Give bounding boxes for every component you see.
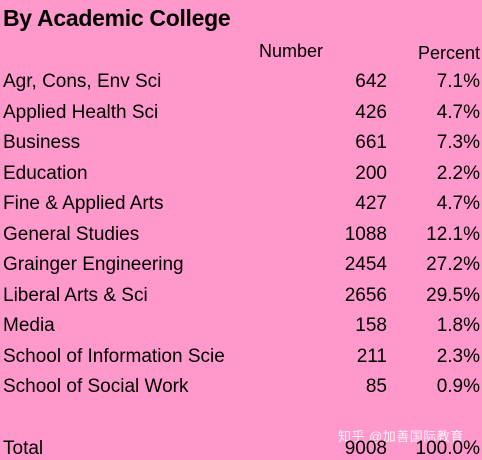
college-percent: 7.1% (436, 71, 480, 92)
column-header-number: Number (259, 41, 324, 61)
college-number: 200 (355, 162, 387, 184)
college-name: Fine & Applied Arts (3, 193, 164, 214)
table-row: Liberal Arts & Sci 2656 29.5% (0, 282, 482, 313)
college-name: Liberal Arts & Sci (3, 284, 148, 306)
college-number: 642 (355, 71, 387, 92)
college-percent: 12.1% (426, 223, 480, 245)
college-number: 426 (355, 101, 387, 123)
college-number: 2656 (344, 284, 387, 306)
table-row: Fine & Applied Arts 427 4.7% (0, 190, 482, 221)
college-name: Agr, Cons, Env Sci (3, 71, 162, 92)
page-title: By Academic College (3, 5, 231, 31)
college-percent: 29.5% (426, 284, 480, 306)
table-row: School of Social Work 85 0.9% (0, 373, 482, 404)
table-row: Media 158 1.8% (0, 312, 482, 343)
total-percent: 100.0% (415, 438, 480, 459)
college-percent: 4.7% (436, 101, 480, 123)
college-number: 1088 (344, 223, 387, 245)
college-table: Agr, Cons, Env Sci 642 7.1% Applied Heal… (0, 68, 482, 404)
college-number: 211 (356, 345, 387, 367)
college-percent: 1.8% (436, 315, 480, 336)
college-percent: 2.2% (436, 162, 480, 184)
college-name: School of Social Work (3, 376, 189, 397)
total-row: Total 9008 100.0% (0, 436, 482, 460)
college-percent: 2.3% (436, 345, 480, 367)
table-row: Business 661 7.3% (0, 129, 482, 160)
college-percent: 0.9% (436, 376, 480, 397)
college-name: General Studies (3, 223, 140, 245)
watermark: 知乎 @加善国际教育 (338, 429, 464, 444)
total-label: Total (3, 438, 44, 459)
college-percent: 4.7% (436, 193, 480, 214)
college-number: 158 (355, 315, 387, 336)
total-number: 9008 (344, 438, 387, 459)
college-name: School of Information Scie (3, 345, 225, 367)
column-header-percent: Percent (417, 43, 480, 63)
table-row: General Studies 1088 12.1% (0, 221, 482, 252)
college-number: 85 (365, 376, 387, 397)
college-name: Media (3, 315, 55, 336)
college-name: Grainger Engineering (3, 254, 184, 275)
college-name: Education (3, 162, 88, 184)
college-number: 2454 (344, 254, 387, 275)
college-name: Applied Health Sci (3, 101, 159, 123)
table-row: Education 200 2.2% (0, 160, 482, 191)
table-row: Grainger Engineering 2454 27.2% (0, 251, 482, 282)
table-row: School of Information Scie 211 2.3% (0, 343, 482, 374)
college-number: 661 (355, 132, 387, 153)
college-percent: 27.2% (426, 254, 480, 275)
college-number: 427 (355, 193, 387, 214)
table-row: Applied Health Sci 426 4.7% (0, 99, 482, 130)
table-row: Agr, Cons, Env Sci 642 7.1% (0, 68, 482, 99)
college-percent: 7.3% (436, 132, 480, 153)
college-name: Business (3, 132, 81, 153)
